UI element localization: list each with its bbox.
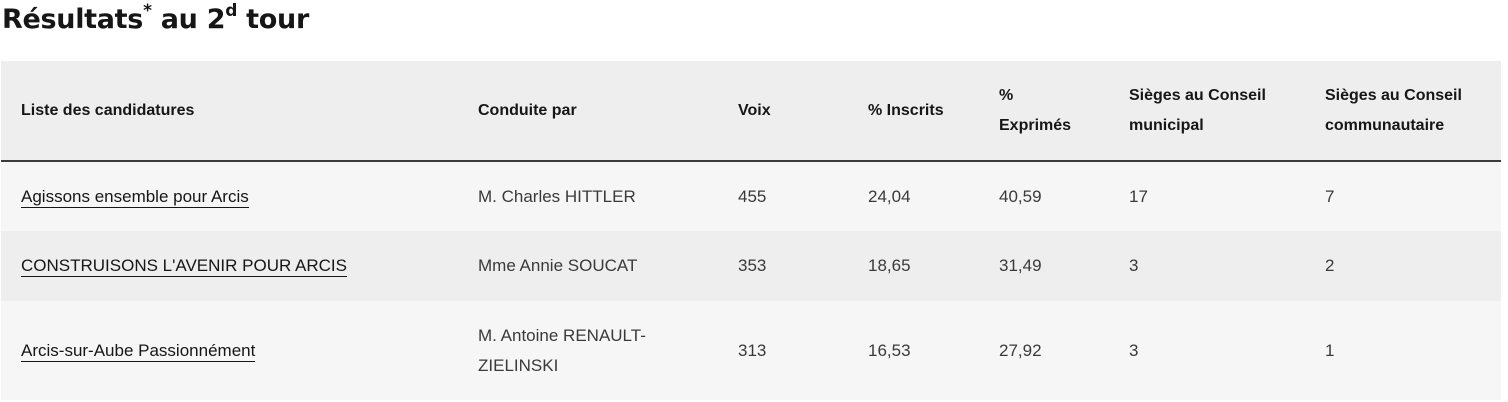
cell-pct-registered: 16,53 xyxy=(848,301,979,400)
cell-pct-expressed: 27,92 xyxy=(979,301,1109,400)
header-votes: Voix xyxy=(718,61,848,162)
title-prefix: Résultats xyxy=(2,4,144,35)
cell-pct-registered: 24,04 xyxy=(848,161,979,231)
title-middle: au 2 xyxy=(151,4,226,35)
results-table: Liste des candidatures Conduite par Voix… xyxy=(1,61,1501,400)
cell-seats-community: 2 xyxy=(1305,231,1501,301)
cell-votes: 455 xyxy=(718,161,848,231)
page-title: Résultats* au 2d tour xyxy=(2,1,309,39)
header-seats-community: Sièges au Conseil communautaire xyxy=(1305,61,1501,162)
title-suffix: tour xyxy=(237,4,309,35)
header-list: Liste des candidatures xyxy=(1,61,458,162)
cell-seats-municipal: 17 xyxy=(1109,161,1305,231)
list-link[interactable]: Agissons ensemble pour Arcis xyxy=(21,186,249,208)
table-row: CONSTRUISONS L'AVENIR POUR ARCIS Mme Ann… xyxy=(1,231,1501,301)
header-leader: Conduite par xyxy=(458,61,718,162)
cell-pct-registered: 18,65 xyxy=(848,231,979,301)
cell-pct-expressed: 31,49 xyxy=(979,231,1109,301)
list-link[interactable]: CONSTRUISONS L'AVENIR POUR ARCIS xyxy=(21,256,347,277)
table-header-row: Liste des candidatures Conduite par Voix… xyxy=(1,61,1501,162)
title-superscript: d xyxy=(225,1,238,21)
title-asterisk: * xyxy=(143,1,152,21)
cell-votes: 313 xyxy=(718,301,848,400)
cell-seats-municipal: 3 xyxy=(1109,301,1305,400)
cell-seats-community: 1 xyxy=(1305,301,1501,400)
cell-list: Arcis-sur-Aube Passionnément xyxy=(1,301,458,400)
header-pct-registered: % Inscrits xyxy=(848,61,979,162)
cell-leader: Mme Annie SOUCAT xyxy=(458,231,718,301)
cell-list: Agissons ensemble pour Arcis xyxy=(1,161,458,231)
header-pct-expressed: % Exprimés xyxy=(979,61,1109,162)
cell-seats-municipal: 3 xyxy=(1109,231,1305,301)
table-row: Agissons ensemble pour Arcis M. Charles … xyxy=(1,161,1501,231)
cell-list: CONSTRUISONS L'AVENIR POUR ARCIS xyxy=(1,231,458,301)
cell-leader: M. Charles HITTLER xyxy=(458,161,718,231)
cell-votes: 353 xyxy=(718,231,848,301)
list-link[interactable]: Arcis-sur-Aube Passionnément xyxy=(21,340,256,362)
cell-pct-expressed: 40,59 xyxy=(979,161,1109,231)
header-seats-municipal: Sièges au Conseil municipal xyxy=(1109,61,1305,162)
cell-seats-community: 7 xyxy=(1305,161,1501,231)
cell-leader: M. Antoine RENAULT- ZIELINSKI xyxy=(458,301,718,400)
table-row: Arcis-sur-Aube Passionnément M. Antoine … xyxy=(1,301,1501,400)
